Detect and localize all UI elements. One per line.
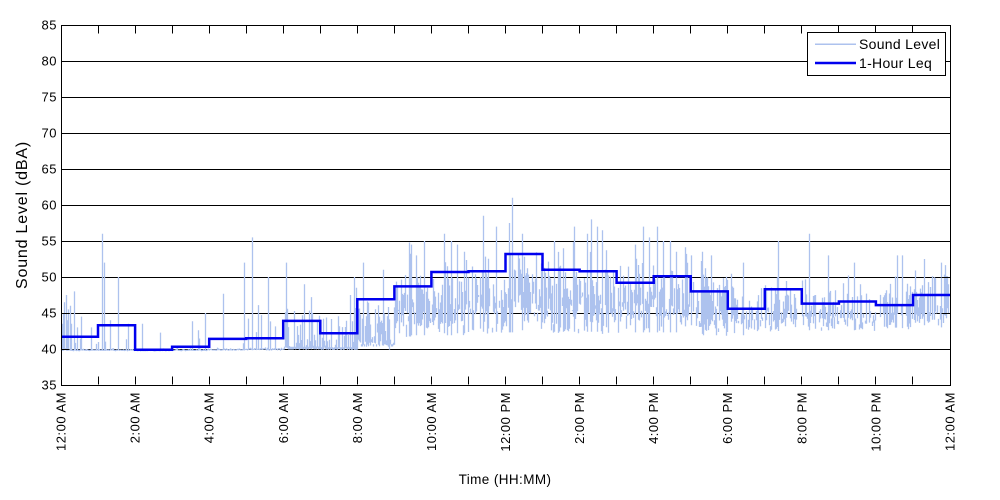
svg-text:6:00 PM: 6:00 PM [720,392,735,444]
svg-text:10:00 AM: 10:00 AM [424,392,439,451]
svg-text:8:00 AM: 8:00 AM [350,392,365,443]
svg-text:8:00 PM: 8:00 PM [794,392,809,444]
svg-text:70: 70 [42,126,57,141]
svg-text:50: 50 [42,270,57,285]
svg-text:85: 85 [42,18,57,33]
svg-text:12:00 PM: 12:00 PM [498,392,513,452]
svg-text:2:00 PM: 2:00 PM [572,392,587,444]
svg-text:12:00 AM: 12:00 AM [54,392,69,451]
svg-text:80: 80 [42,54,57,69]
svg-text:75: 75 [42,90,57,105]
svg-text:35: 35 [42,378,57,393]
svg-text:40: 40 [42,342,57,357]
svg-text:12:00 AM: 12:00 AM [943,392,958,451]
svg-text:4:00 PM: 4:00 PM [646,392,661,444]
svg-text:2:00 AM: 2:00 AM [128,392,143,443]
svg-text:6:00 AM: 6:00 AM [276,392,291,443]
svg-text:10:00 PM: 10:00 PM [868,392,883,452]
svg-text:4:00 AM: 4:00 AM [202,392,217,443]
svg-text:Sound Level (dBA): Sound Level (dBA) [14,141,31,289]
svg-text:45: 45 [42,306,57,321]
svg-text:60: 60 [42,198,57,213]
svg-text:Sound Level: Sound Level [859,36,940,52]
svg-text:1-Hour Leq: 1-Hour Leq [859,55,932,71]
svg-text:55: 55 [42,234,57,249]
svg-text:65: 65 [42,162,57,177]
svg-text:Time (HH:MM): Time (HH:MM) [459,472,552,487]
